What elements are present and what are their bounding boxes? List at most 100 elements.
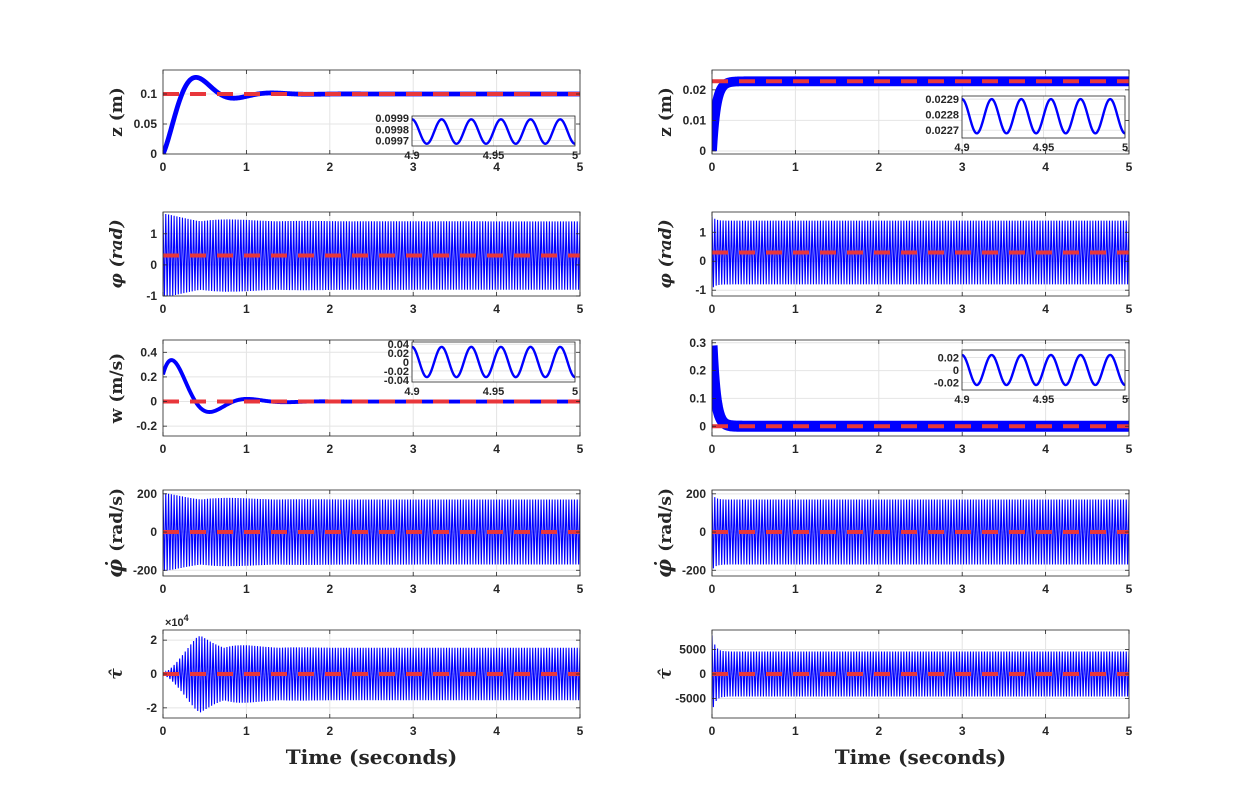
x-tick-label: 1: [243, 582, 250, 596]
x-axis-label: Time (seconds): [286, 745, 458, 769]
x-tick-label: 3: [959, 442, 966, 456]
y-tick-label: 200: [686, 487, 706, 501]
actual-signal: [712, 216, 1129, 288]
y-tick-label: -200: [133, 563, 157, 577]
x-tick-label: 0: [160, 442, 167, 456]
x-tick-label: 1: [243, 724, 250, 738]
x-tick-label: 4: [493, 724, 500, 738]
inset-y-tick-label: 0.0998: [375, 124, 409, 136]
inset-y-tick-label: 0.0997: [375, 135, 409, 147]
y-tick-label: 0: [699, 144, 706, 158]
x-tick-label: 2: [326, 724, 333, 738]
inset-x-tick-label: 5: [572, 150, 578, 162]
y-tick-label: 200: [137, 487, 157, 501]
y-tick-label: 0: [150, 667, 157, 681]
y-tick-label: 1: [699, 225, 706, 239]
chart-l3: 0 1 2 3 4 5-0.200.20.4w (m/s) 4.9 4.95 5-0.04-0.…: [107, 339, 584, 456]
y-tick-label: 0: [699, 525, 706, 539]
inset-signal: [411, 118, 576, 145]
actual-signal: [712, 635, 1129, 708]
x-tick-label: 2: [875, 160, 882, 174]
y-tick-label: 0.2: [140, 370, 157, 384]
y-axis-label: φ (rad): [656, 219, 676, 288]
y-axis-label: z (m): [107, 87, 127, 137]
y-axis-label: w (m/s): [107, 353, 127, 424]
inset-y-tick-label: 0.0229: [925, 94, 959, 106]
y-tick-label: -1: [146, 289, 157, 303]
y-tick-label: -0.2: [136, 419, 157, 433]
x-tick-label: 2: [875, 302, 882, 316]
x-tick-label: 3: [959, 724, 966, 738]
y-exponent-label: ×104: [165, 613, 189, 629]
inset-y-tick-label: 0.0228: [925, 110, 959, 122]
x-tick-label: 2: [875, 582, 882, 596]
x-tick-label: 1: [792, 582, 799, 596]
inset-y-tick-label: 0.02: [938, 353, 959, 365]
inset-x-tick-label: 5: [1122, 394, 1128, 406]
x-tick-label: 0: [709, 724, 716, 738]
axes-frame: [162, 339, 581, 437]
axes-frame: [162, 211, 581, 297]
actual-signal: [712, 493, 1129, 569]
x-tick-label: 0: [709, 160, 716, 174]
inset-x-tick-label: 4.9: [954, 142, 969, 154]
inset-x-tick-label: 5: [572, 386, 578, 398]
x-tick-label: 0: [160, 302, 167, 316]
y-tick-label: 0.02: [683, 83, 707, 97]
inset-signal: [961, 353, 1126, 387]
inset-r1: 4.9 4.95 5 0.0227 0.0228 0.0229: [925, 94, 1128, 154]
x-tick-label: 3: [410, 724, 417, 738]
x-tick-label: 4: [1042, 724, 1049, 738]
x-tick-label: 4: [1042, 442, 1049, 456]
chart-l1: 0 1 2 3 4 5 0 0.05 0.1 z (m) 4.9 4.95 5 0.09970.09980…: [107, 69, 584, 174]
y-tick-label: 0.01: [683, 113, 707, 127]
inset-frame: [961, 349, 1126, 391]
y-tick-label: -200: [682, 563, 706, 577]
x-tick-label: 5: [1126, 302, 1133, 316]
x-tick-label: 2: [326, 442, 333, 456]
x-tick-label: 2: [875, 724, 882, 738]
y-tick-label: 0: [150, 525, 157, 539]
inset-x-tick-label: 4.95: [1033, 142, 1054, 154]
y-tick-label: 0: [699, 667, 706, 681]
y-tick-label: -5000: [675, 691, 706, 705]
x-tick-label: 3: [959, 582, 966, 596]
inset-y-tick-label: 0.0227: [925, 125, 959, 137]
inset-y-tick-label: 0: [953, 365, 959, 377]
actual-signal: [163, 636, 580, 713]
y-tick-label: 0: [150, 395, 157, 409]
x-tick-label: 5: [577, 582, 584, 596]
y-tick-label: 0.4: [140, 345, 157, 359]
axes-frame: [162, 489, 581, 577]
x-tick-label: 1: [243, 160, 250, 174]
x-tick-label: 5: [1126, 160, 1133, 174]
x-tick-label: 5: [1126, 724, 1133, 738]
y-tick-label: 0: [699, 419, 706, 433]
inset-frame: [411, 115, 576, 147]
x-tick-label: 5: [1126, 582, 1133, 596]
axes-frame: [711, 489, 1130, 577]
x-tick-label: 5: [577, 724, 584, 738]
inset-y-tick-label: 0.04: [388, 339, 410, 351]
axes-frame: [711, 69, 1130, 155]
x-tick-label: 1: [243, 302, 250, 316]
y-axis-label: z (m): [656, 87, 676, 137]
y-tick-label: 0.05: [134, 117, 158, 131]
x-tick-label: 3: [959, 302, 966, 316]
y-tick-label: 0.3: [689, 336, 706, 350]
x-axis-label: Time (seconds): [835, 745, 1007, 769]
y-tick-label: -2: [146, 701, 157, 715]
y-tick-label: 0.1: [140, 87, 157, 101]
x-tick-label: 0: [709, 302, 716, 316]
y-axis-label: φ̇ (rad/s): [102, 488, 127, 578]
x-tick-label: 5: [577, 160, 584, 174]
inset-x-tick-label: 4.9: [404, 150, 419, 162]
y-tick-label: 1: [150, 227, 157, 241]
inset-x-tick-label: 4.95: [483, 386, 504, 398]
